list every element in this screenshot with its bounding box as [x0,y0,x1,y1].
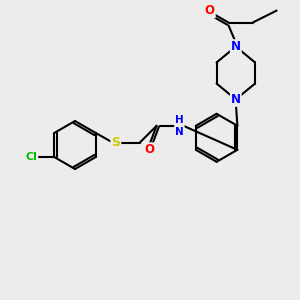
Text: N: N [231,93,241,106]
Text: H
N: H N [175,115,184,136]
Text: O: O [144,143,154,156]
Text: N: N [231,40,241,53]
Text: S: S [111,136,120,149]
Text: Cl: Cl [26,152,38,162]
Text: O: O [205,4,215,17]
